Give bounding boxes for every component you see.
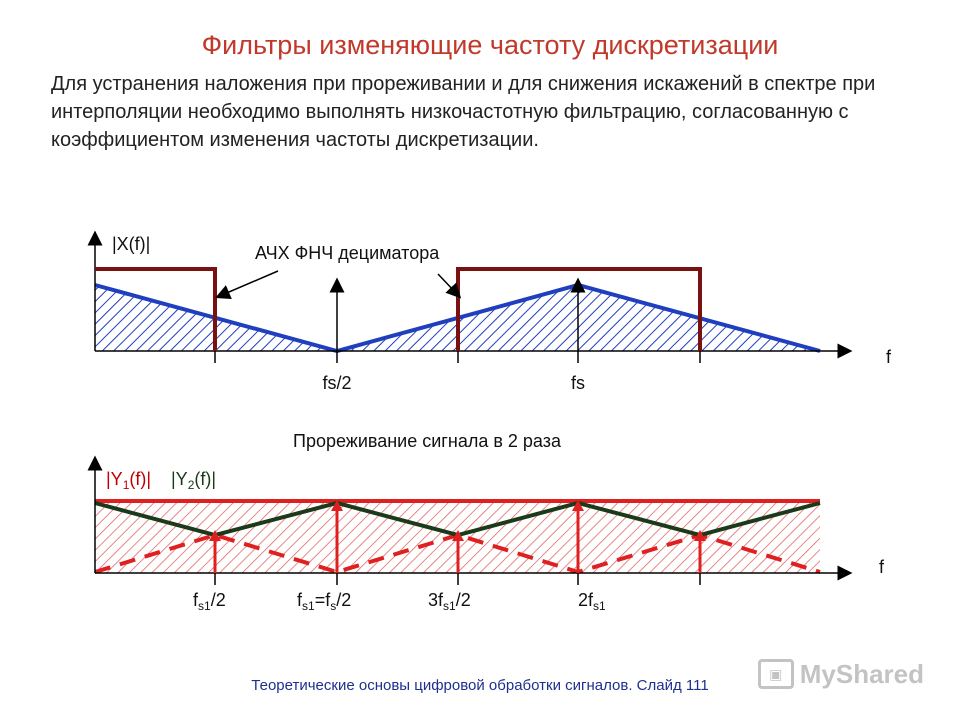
bottom-f-label: f: [879, 557, 885, 577]
slide-footer: Теоретические основы цифровой обработки …: [251, 677, 709, 694]
top-f-label: f: [886, 347, 892, 367]
top-spectrum-plot: |X(f)| АЧХ ФНЧ дециматора f fs/2 fs: [87, 230, 892, 393]
bottom-tick-fs1-equals-fs-half: fs1=fs/2: [297, 590, 351, 613]
decimator-filter-response-right: [456, 267, 702, 351]
bottom-tick-fs1-half: fs1/2: [193, 590, 226, 613]
bottom-tick-2fs1: 2fs1: [578, 590, 606, 613]
watermark-text: MyShared: [799, 658, 924, 689]
y2-label: |Y2(f)|: [171, 469, 216, 492]
bottom-tick-3fs1-half: 3fs1/2: [428, 590, 471, 613]
top-ticks: [214, 351, 701, 363]
filter-label: АЧХ ФНЧ дециматора: [255, 243, 440, 263]
myshared-logo-icon: ▣: [757, 659, 794, 689]
top-tick-fs: fs: [571, 373, 585, 393]
bottom-sample-arrowheads: [209, 500, 706, 541]
slide-title: Фильтры изменяющие частоту дискретизации: [201, 30, 779, 60]
bottom-spectrum-plot: |Y1(f)| |Y2(f)| f fs1/2 fs1=fs/2 3fs1/2 …: [87, 455, 885, 613]
bottom-plot-heading: Прореживание сигнала в 2 раза: [293, 431, 562, 451]
y1-label: |Y1(f)|: [106, 469, 151, 492]
top-y-label: |X(f)|: [112, 234, 150, 254]
decimator-filter-response-left: [95, 267, 217, 351]
intro-paragraph: Для устранения наложения при прореживани…: [51, 73, 876, 151]
filter-pointer-arrow-right: [437, 273, 462, 299]
watermark: ▣ MyShared: [757, 654, 924, 694]
bottom-ticks: [214, 573, 701, 585]
filter-pointer-arrow-left: [215, 270, 279, 299]
top-tick-fs2: fs/2: [322, 373, 351, 393]
